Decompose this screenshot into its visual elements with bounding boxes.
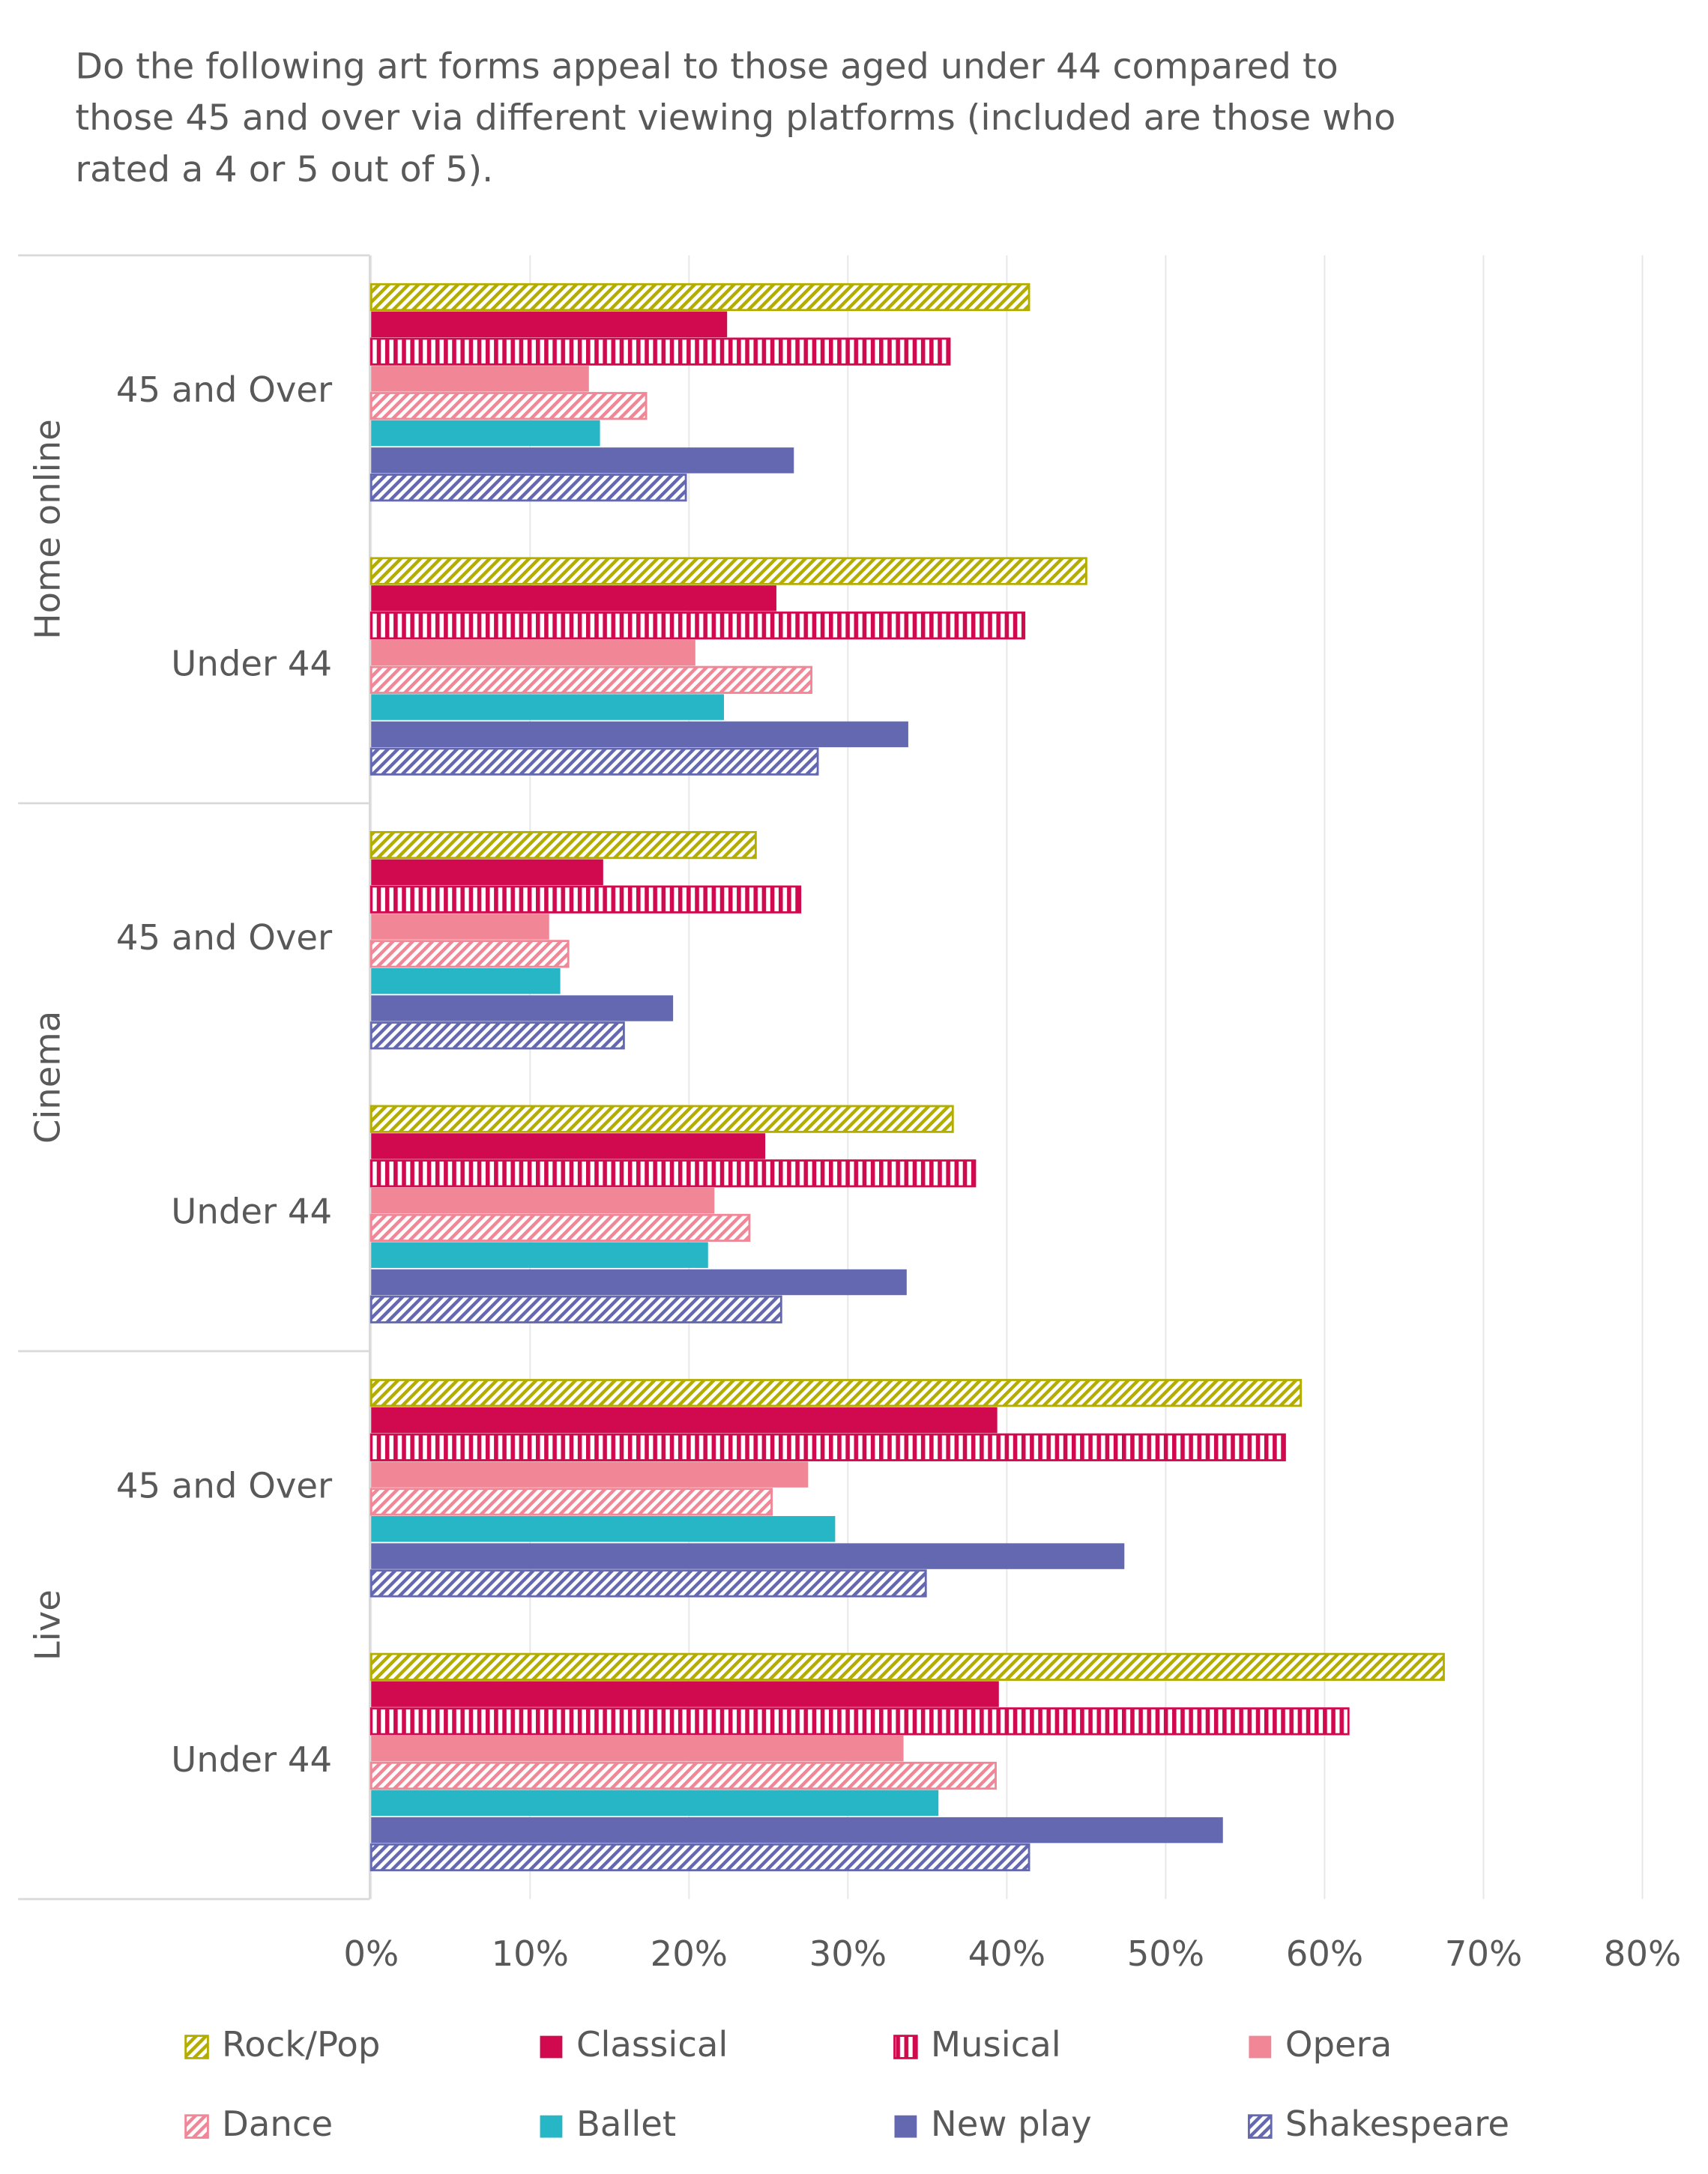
x-tick-label: 70% (1445, 1933, 1522, 1974)
category-label: 45 and Over (116, 369, 333, 410)
legend-swatch (184, 2114, 209, 2139)
bar (371, 1187, 715, 1214)
bar (371, 366, 589, 392)
bar (371, 1461, 809, 1488)
bar (369, 1213, 751, 1242)
bar (371, 639, 695, 666)
bar (369, 1433, 1286, 1461)
category-label: 45 and Over (116, 917, 333, 958)
chart-title: Do the following art forms appeal to tho… (75, 46, 1396, 192)
bar (369, 1569, 927, 1598)
legend-label: Rock/Pop (222, 2024, 380, 2065)
bar (371, 420, 600, 447)
category-label: Under 44 (171, 1192, 332, 1232)
bar (369, 1652, 1445, 1681)
bar (369, 885, 802, 914)
x-tick-label: 50% (1127, 1933, 1204, 1974)
legend-swatch (893, 2035, 918, 2059)
category-label: 45 and Over (116, 1465, 333, 1506)
bar (371, 585, 776, 612)
bar (371, 1681, 999, 1707)
bar (371, 694, 724, 720)
bar (371, 995, 674, 1021)
bar (371, 859, 603, 886)
legend-swatch (540, 2115, 563, 2138)
bar (369, 747, 819, 776)
legend-label: Shakespeare (1285, 2104, 1509, 2144)
bar (369, 1488, 773, 1516)
bar (369, 1295, 782, 1323)
bar (369, 1707, 1350, 1736)
bar (369, 557, 1087, 585)
bar (371, 1817, 1223, 1844)
bar (369, 1379, 1303, 1407)
legend-swatch (540, 2035, 563, 2059)
legend-label: New play (931, 2104, 1092, 2144)
bar (369, 474, 687, 502)
legend-swatch (1248, 2114, 1273, 2139)
bar (369, 665, 812, 694)
bar (371, 1133, 766, 1159)
legend-label: Classical (576, 2024, 728, 2065)
bar (371, 721, 908, 748)
bar (369, 1021, 625, 1050)
legend-swatch (184, 2035, 209, 2059)
group-label: Home online (28, 419, 68, 639)
bar (371, 1516, 836, 1542)
bar (371, 1790, 939, 1817)
x-tick-label: 40% (968, 1933, 1045, 1974)
bar (371, 1269, 907, 1296)
legend-label: Dance (222, 2104, 333, 2144)
bar (369, 830, 757, 860)
legend-label: Ballet (576, 2104, 676, 2144)
bar (369, 1105, 954, 1133)
bar (371, 914, 549, 940)
legend-label: Opera (1285, 2024, 1392, 2065)
bar (371, 1407, 998, 1434)
x-tick-label: 20% (651, 1933, 728, 1974)
title-box: Do the following art forms appeal to tho… (75, 46, 1396, 192)
x-tick-label: 30% (809, 1933, 887, 1974)
bar (369, 1159, 977, 1188)
category-label: Under 44 (171, 1739, 332, 1780)
bar (369, 283, 1030, 312)
bar (371, 1735, 904, 1762)
bar (371, 1242, 708, 1268)
group-label: Live (28, 1589, 68, 1661)
bar (369, 940, 570, 968)
legend-swatch (894, 2115, 917, 2138)
bar (371, 447, 794, 474)
bar (371, 967, 561, 994)
group-label: Cinema (28, 1011, 68, 1144)
bar (369, 392, 648, 420)
x-tick-label: 0% (343, 1933, 399, 1974)
bar (369, 1761, 997, 1790)
bar (369, 612, 1026, 640)
x-tick-label: 10% (492, 1933, 569, 1974)
legend-swatch (1249, 2035, 1272, 2059)
category-label: Under 44 (171, 644, 332, 684)
bar (371, 1543, 1125, 1569)
legend-label: Musical (931, 2024, 1061, 2065)
bar (369, 1843, 1030, 1872)
x-tick-label: 80% (1604, 1933, 1681, 1974)
bar (369, 337, 951, 366)
bar (371, 311, 728, 338)
x-tick-label: 60% (1286, 1933, 1363, 1974)
